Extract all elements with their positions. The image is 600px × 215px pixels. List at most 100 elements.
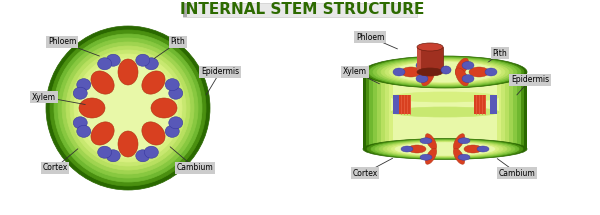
Ellipse shape bbox=[70, 50, 186, 166]
Text: Epidermis: Epidermis bbox=[511, 75, 549, 84]
Text: Pith: Pith bbox=[493, 49, 508, 57]
Bar bbox=[474, 95, 486, 114]
Ellipse shape bbox=[421, 58, 434, 76]
Ellipse shape bbox=[469, 67, 489, 77]
Ellipse shape bbox=[462, 75, 474, 83]
Ellipse shape bbox=[106, 150, 120, 162]
FancyBboxPatch shape bbox=[183, 3, 417, 17]
Ellipse shape bbox=[454, 148, 464, 164]
Ellipse shape bbox=[393, 62, 497, 82]
Ellipse shape bbox=[118, 59, 138, 85]
Ellipse shape bbox=[379, 141, 511, 157]
Bar bbox=[363, 72, 527, 149]
Ellipse shape bbox=[420, 138, 432, 144]
Ellipse shape bbox=[425, 134, 437, 150]
Ellipse shape bbox=[169, 117, 183, 129]
Ellipse shape bbox=[408, 145, 426, 153]
Ellipse shape bbox=[369, 57, 521, 87]
Ellipse shape bbox=[393, 68, 405, 76]
Ellipse shape bbox=[77, 125, 91, 137]
Ellipse shape bbox=[136, 150, 150, 162]
Text: Phloem: Phloem bbox=[356, 32, 384, 41]
Text: INTERNAL STEM STRUCTURE: INTERNAL STEM STRUCTURE bbox=[180, 3, 424, 17]
Bar bbox=[417, 47, 443, 72]
Ellipse shape bbox=[391, 142, 499, 156]
Ellipse shape bbox=[82, 62, 174, 154]
Ellipse shape bbox=[165, 125, 179, 137]
Ellipse shape bbox=[79, 98, 105, 118]
Ellipse shape bbox=[142, 71, 165, 94]
Ellipse shape bbox=[142, 122, 165, 145]
Text: Cambium: Cambium bbox=[499, 169, 535, 178]
Bar bbox=[377, 72, 513, 149]
Ellipse shape bbox=[371, 140, 519, 158]
Bar bbox=[490, 95, 497, 114]
Ellipse shape bbox=[391, 92, 499, 102]
Ellipse shape bbox=[421, 68, 434, 86]
Text: Phloem: Phloem bbox=[48, 37, 76, 46]
Text: Cortex: Cortex bbox=[352, 169, 377, 178]
Bar bbox=[369, 72, 521, 149]
Ellipse shape bbox=[367, 139, 523, 159]
Ellipse shape bbox=[363, 139, 527, 159]
Text: Epidermis: Epidermis bbox=[201, 68, 239, 77]
Ellipse shape bbox=[441, 66, 451, 74]
Ellipse shape bbox=[401, 146, 413, 152]
Ellipse shape bbox=[169, 87, 183, 99]
Ellipse shape bbox=[389, 61, 501, 83]
Bar bbox=[385, 72, 505, 149]
Ellipse shape bbox=[383, 141, 507, 157]
Ellipse shape bbox=[91, 122, 114, 145]
Ellipse shape bbox=[417, 68, 443, 76]
Ellipse shape bbox=[381, 60, 509, 84]
Ellipse shape bbox=[391, 107, 499, 117]
Text: Cambium: Cambium bbox=[176, 163, 214, 172]
Ellipse shape bbox=[485, 68, 497, 76]
Ellipse shape bbox=[455, 68, 469, 86]
Ellipse shape bbox=[366, 57, 524, 88]
Bar bbox=[393, 95, 400, 114]
Text: Xylem: Xylem bbox=[343, 68, 367, 77]
Ellipse shape bbox=[91, 71, 114, 94]
Ellipse shape bbox=[151, 98, 177, 118]
Ellipse shape bbox=[46, 26, 210, 190]
Ellipse shape bbox=[458, 138, 470, 144]
Ellipse shape bbox=[373, 58, 517, 86]
Ellipse shape bbox=[462, 61, 474, 69]
Ellipse shape bbox=[136, 54, 150, 66]
Ellipse shape bbox=[377, 59, 513, 85]
Bar bbox=[389, 72, 501, 149]
Text: Cortex: Cortex bbox=[43, 163, 68, 172]
Ellipse shape bbox=[455, 58, 469, 76]
Ellipse shape bbox=[363, 56, 527, 88]
Ellipse shape bbox=[417, 43, 443, 51]
Ellipse shape bbox=[395, 143, 495, 155]
Ellipse shape bbox=[454, 134, 464, 150]
Bar bbox=[183, 3, 187, 17]
Ellipse shape bbox=[420, 154, 432, 160]
Ellipse shape bbox=[401, 67, 421, 77]
Ellipse shape bbox=[106, 54, 120, 66]
Ellipse shape bbox=[425, 148, 437, 164]
Bar bbox=[417, 47, 421, 72]
Ellipse shape bbox=[145, 58, 158, 70]
Ellipse shape bbox=[98, 58, 112, 70]
Bar bbox=[399, 95, 411, 114]
Ellipse shape bbox=[416, 75, 428, 83]
Ellipse shape bbox=[165, 79, 179, 91]
Ellipse shape bbox=[74, 54, 182, 162]
Ellipse shape bbox=[145, 146, 158, 158]
Bar bbox=[393, 72, 497, 149]
Ellipse shape bbox=[385, 60, 505, 84]
Text: Xylem: Xylem bbox=[32, 92, 56, 101]
Bar bbox=[391, 97, 499, 112]
Bar bbox=[381, 72, 509, 149]
Ellipse shape bbox=[375, 140, 515, 158]
Ellipse shape bbox=[118, 131, 138, 157]
Ellipse shape bbox=[477, 146, 489, 152]
Bar bbox=[373, 72, 517, 149]
Ellipse shape bbox=[54, 34, 202, 182]
Ellipse shape bbox=[73, 117, 87, 129]
Ellipse shape bbox=[73, 87, 87, 99]
Bar bbox=[366, 72, 524, 149]
